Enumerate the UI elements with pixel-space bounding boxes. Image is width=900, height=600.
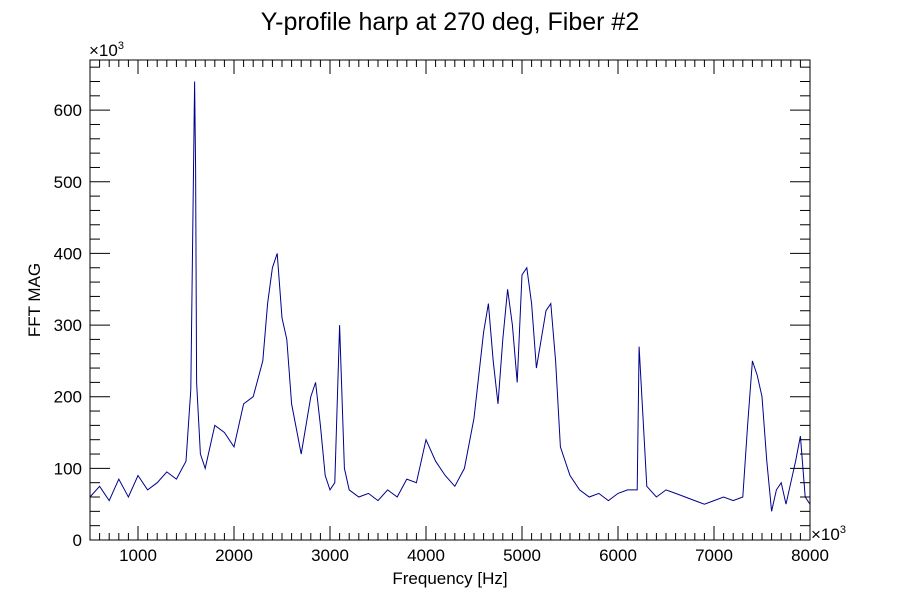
y-tick-label: 400	[54, 244, 82, 263]
y-axis-title: FFT MAG	[25, 263, 44, 337]
y-tick-label: 0	[73, 531, 82, 550]
plot-frame	[89, 59, 811, 541]
y-tick-label: 100	[54, 459, 82, 478]
y-tick-label: 500	[54, 173, 82, 192]
x-tick-label: 5000	[503, 546, 541, 565]
y-axis-multiplier-base: ×10	[89, 41, 118, 60]
axis-ticks: 1000 2000 3000 4000 5000 6000 7000 8000 0 100 200 3…	[54, 60, 829, 565]
x-axis-multiplier-exponent: 3	[840, 524, 846, 536]
plot-area	[89, 81, 811, 512]
x-tick-label: 3000	[311, 546, 349, 565]
y-tick-label: 600	[54, 101, 82, 120]
x-axis-title: Frequency [Hz]	[392, 569, 507, 588]
x-tick-label: 8000	[791, 546, 829, 565]
x-tick-label: 7000	[695, 546, 733, 565]
y-axis-multiplier: ×103	[89, 40, 124, 60]
y-tick-label: 200	[54, 388, 82, 407]
x-axis-multiplier: ×103	[811, 524, 846, 544]
chart-title: Y-profile harp at 270 deg, Fiber #2	[261, 8, 640, 36]
y-tick-label: 300	[54, 316, 82, 335]
x-tick-label: 1000	[119, 546, 157, 565]
x-tick-label: 2000	[215, 546, 253, 565]
x-axis-multiplier-base: ×10	[811, 525, 840, 544]
x-tick-label: 6000	[599, 546, 637, 565]
y-axis-multiplier-exponent: 3	[118, 40, 124, 52]
fft-spectrum-line	[89, 81, 811, 512]
x-tick-label: 4000	[407, 546, 445, 565]
